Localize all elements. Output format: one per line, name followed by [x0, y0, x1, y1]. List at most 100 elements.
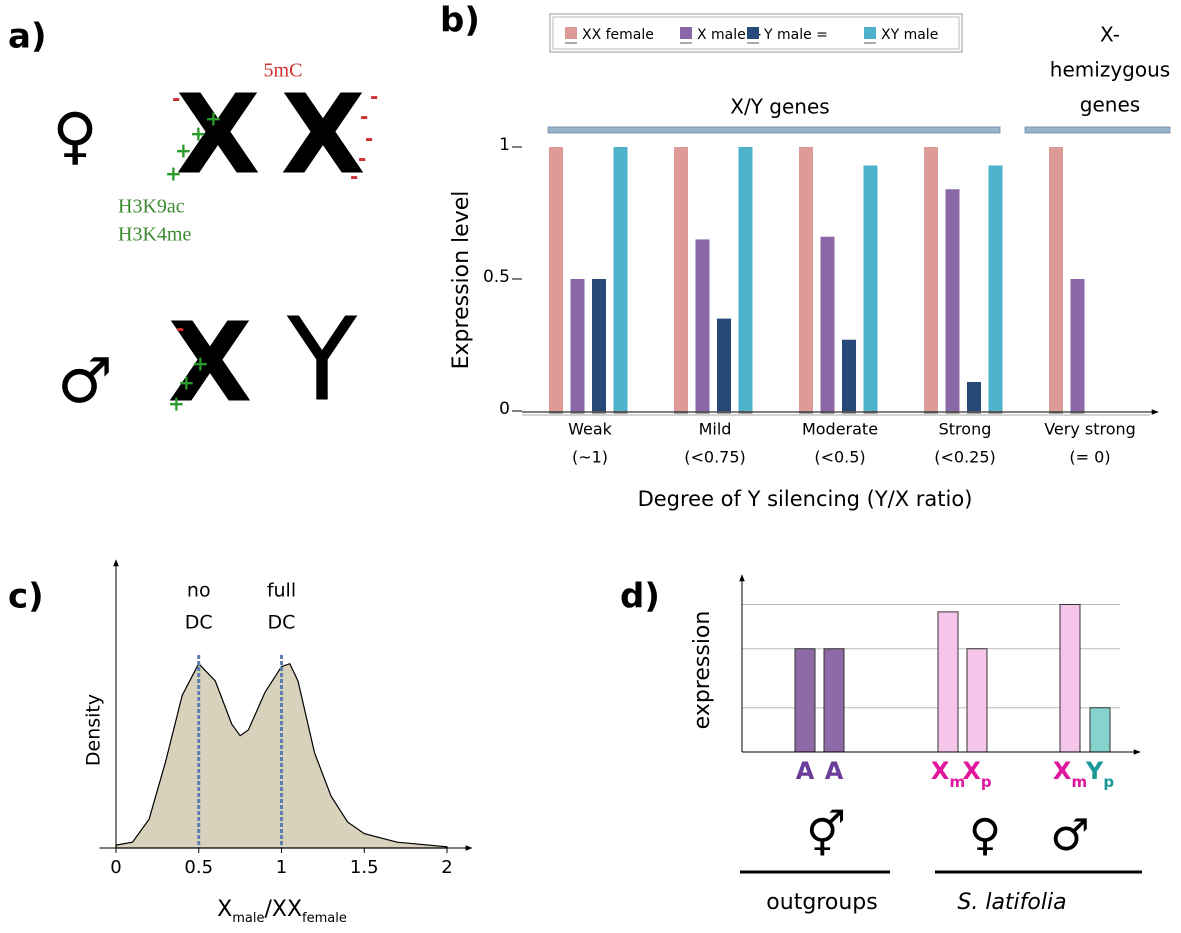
- sex-symbol: ♂: [57, 344, 113, 417]
- svg-text:-: -: [370, 85, 378, 109]
- sex-symbol: ♀: [52, 99, 97, 172]
- annotation-label: no: [187, 580, 211, 602]
- x-tick-label: Very strong: [1044, 420, 1136, 439]
- text-part: m: [1071, 773, 1087, 791]
- y-tick-label: 1: [499, 135, 510, 155]
- group-label: genes: [1080, 93, 1140, 117]
- bar: [842, 339, 856, 411]
- text-part: Y: [1085, 757, 1104, 785]
- bar: [924, 147, 938, 411]
- x-tick-sublabel: (~1): [572, 448, 608, 467]
- panel-label: a): [8, 17, 46, 57]
- x-tick-label: Yp: [1085, 757, 1114, 791]
- x-tick-label: Xp: [962, 757, 992, 791]
- taxon-label: outgroups: [766, 890, 877, 915]
- chromosome: X: [281, 70, 366, 198]
- legend-swatch: [680, 27, 692, 39]
- group-label: hemizygous: [1050, 58, 1170, 82]
- x-tick-sublabel: (= 0): [1069, 448, 1110, 467]
- x-axis-label: Degree of Y silencing (Y/X ratio): [638, 487, 973, 511]
- x-tick-label: 1: [276, 857, 287, 878]
- text-part: X: [1053, 757, 1072, 785]
- legend-underline: [565, 42, 577, 44]
- histone-label: H3K4me: [118, 224, 191, 246]
- panel-label: b): [440, 1, 480, 41]
- svg-text:-: -: [360, 105, 368, 129]
- text-part: A: [825, 757, 844, 785]
- group-label: X/Y genes: [730, 95, 829, 119]
- y-tick-label: 0: [499, 399, 510, 419]
- text-part: A: [796, 757, 815, 785]
- text-part: X: [217, 897, 232, 922]
- x-tick-label: 2: [441, 857, 452, 878]
- x-tick-sublabel: (<0.5): [814, 448, 865, 467]
- x-tick-label: Mild: [699, 420, 732, 439]
- x-tick-label: 0.5: [184, 857, 213, 878]
- text-part: p: [981, 773, 992, 791]
- svg-text:-: -: [176, 317, 184, 341]
- x-tick-sublabel: (<0.25): [934, 448, 996, 467]
- x-tick-label: A: [796, 757, 815, 785]
- bar: [738, 147, 753, 411]
- bar: [820, 236, 835, 411]
- svg-text:+: +: [175, 139, 192, 163]
- chromosome: X: [168, 298, 253, 426]
- svg-text:+: +: [178, 371, 195, 395]
- legend-underline: [680, 42, 692, 44]
- sex-symbol: ⚥: [806, 809, 846, 861]
- bar: [945, 189, 960, 411]
- taxon-label: S. latifolia: [957, 890, 1066, 915]
- bar: [549, 147, 563, 411]
- methylation-label: 5mC: [264, 60, 303, 82]
- legend-label: Y male =: [763, 27, 828, 43]
- x-tick-label: Weak: [568, 420, 613, 439]
- bar: [966, 648, 988, 753]
- annotation-label: full: [267, 580, 296, 602]
- svg-text:-: -: [358, 147, 366, 171]
- text-part: female: [302, 911, 347, 926]
- panel-label: d): [620, 577, 660, 617]
- svg-text:-: -: [350, 165, 358, 189]
- bar: [1059, 604, 1081, 753]
- svg-text:-: -: [172, 87, 180, 111]
- x-tick-sublabel: (<0.75): [684, 448, 746, 467]
- bar: [570, 279, 585, 411]
- x-tick-label: Xm: [931, 757, 965, 791]
- legend-underline: [747, 42, 759, 44]
- group-label: X-: [1100, 23, 1120, 47]
- text-part: X: [931, 757, 950, 785]
- legend-box: [552, 16, 960, 50]
- x-tick-label: Xm: [1053, 757, 1087, 791]
- group-bar: [1024, 126, 1171, 134]
- y-axis-label: Density: [83, 694, 105, 766]
- bar: [695, 239, 710, 411]
- bar: [717, 318, 731, 411]
- bar: [937, 611, 959, 753]
- chromosome: Y: [286, 294, 358, 428]
- bar: [1049, 147, 1063, 411]
- sex-symbol: ♀: [969, 810, 1001, 861]
- y-tick-label: 0.5: [483, 267, 510, 287]
- x-tick-label: A: [825, 757, 844, 785]
- histone-label: H3K9ac: [118, 196, 185, 218]
- chromosome: X: [176, 70, 261, 198]
- y-axis-label: Expression level: [449, 191, 474, 370]
- x-tick-label: Moderate: [802, 420, 878, 439]
- x-tick-label: Strong: [939, 420, 992, 439]
- legend-label: X male +: [697, 27, 762, 43]
- svg-text:+: +: [190, 122, 207, 146]
- legend-label: XX female: [582, 27, 654, 43]
- legend-swatch: [565, 27, 577, 39]
- bar: [863, 165, 878, 411]
- group-bar: [547, 126, 1001, 134]
- x-tick-label: 1.5: [350, 857, 379, 878]
- annotation-label: DC: [268, 612, 296, 634]
- text-part: X: [962, 757, 981, 785]
- panel-label: c): [8, 577, 44, 617]
- bar: [823, 648, 845, 753]
- svg-text:+: +: [205, 107, 222, 131]
- bar: [592, 279, 606, 411]
- legend-swatch: [747, 27, 759, 39]
- y-axis-label: expression: [690, 611, 715, 730]
